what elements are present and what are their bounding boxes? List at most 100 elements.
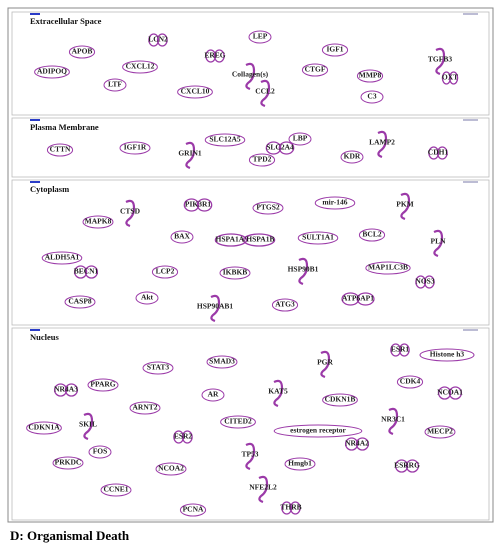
node-shape: [448, 71, 459, 85]
node-label: BAX: [174, 232, 190, 241]
node-label: LCP2: [156, 267, 175, 276]
node-shape: [356, 292, 375, 306]
node-label: IGF1: [326, 45, 343, 54]
node-shape: [204, 133, 246, 147]
node-label: ATP6AP1: [342, 294, 374, 303]
node-shape: [185, 141, 196, 170]
node-shape: [273, 379, 284, 408]
node-shape: [448, 386, 463, 400]
node-label: CDH1: [428, 148, 449, 157]
node-label: CDK4: [400, 377, 421, 386]
node-label: SLC12A5: [209, 135, 241, 144]
node-shape: [415, 275, 427, 289]
node-label: CDKN1B: [325, 395, 356, 404]
node-label: IGF1R: [124, 143, 147, 152]
node-shape: [46, 143, 74, 157]
node-label: CCL2: [255, 87, 275, 96]
node-shape: [344, 437, 359, 451]
node-shape: [142, 361, 174, 375]
node-label: MAP1LC3B: [368, 263, 408, 272]
node-label: PKM: [396, 200, 414, 209]
node-shape: [284, 457, 316, 471]
node-label: PCNA: [183, 505, 204, 514]
node-label: MMP8: [359, 71, 382, 80]
node-label: LBP: [293, 134, 308, 143]
node-shape: [100, 483, 132, 497]
node-shape: [129, 401, 161, 415]
node-shape: [219, 266, 251, 280]
node-label: AR: [208, 390, 219, 399]
node-shape: [398, 343, 410, 357]
node-label: ESR1: [391, 345, 410, 354]
node-shape: [179, 503, 207, 517]
node-label: IKBKB: [223, 268, 248, 277]
node-shape: [377, 130, 388, 159]
node-shape: [436, 146, 448, 160]
node-shape: [88, 445, 112, 459]
node-shape: [424, 425, 456, 439]
node-shape: [156, 33, 168, 47]
node-shape: [119, 141, 151, 155]
node-label: KAT5: [268, 387, 288, 396]
node-shape: [242, 233, 276, 247]
node-shape: [271, 298, 299, 312]
node-label: LCN2: [148, 35, 168, 44]
node-label: HSP90AB1: [197, 302, 234, 311]
node-label: STAT3: [147, 363, 169, 372]
node-shape: [170, 230, 194, 244]
node-shape: [394, 459, 409, 473]
node-label: HSPA1A/HSPA1B: [216, 235, 275, 244]
node-label: PIK3R1: [185, 200, 212, 209]
node-label: PRKDC: [55, 458, 82, 467]
node-label: PTGS2: [256, 203, 280, 212]
node-label: ATG3: [275, 300, 295, 309]
node-shape: [68, 45, 96, 59]
node-label: CXCL12: [126, 62, 155, 71]
node-label: CCNE1: [103, 485, 128, 494]
node-label: ALDH5A1: [45, 253, 80, 262]
node-label: mir-146: [322, 198, 347, 207]
node-shape: [103, 78, 127, 92]
node-shape: [281, 501, 293, 515]
node-shape: [301, 63, 329, 77]
section-box: [11, 179, 490, 326]
node-shape: [428, 146, 440, 160]
node-shape: [206, 355, 238, 369]
node-label: LEP: [253, 32, 268, 41]
node-shape: [214, 233, 248, 247]
node-label: NR4A2: [345, 439, 369, 448]
node-shape: [83, 412, 94, 441]
node-shape: [419, 348, 475, 362]
node-label: C3: [367, 92, 376, 101]
node-label: NOS3: [415, 277, 434, 286]
node-shape: [155, 462, 187, 476]
node-label: ESRRG: [394, 461, 420, 470]
node-label: KDR: [344, 152, 361, 161]
section-title: Plasma Membrane: [30, 122, 99, 132]
node-shape: [220, 415, 256, 429]
node-shape: [64, 295, 96, 309]
section-title: Cytoplasm: [30, 184, 69, 194]
node-label: SMAD3: [209, 357, 235, 366]
section-box: [11, 117, 490, 178]
node-shape: [84, 265, 99, 279]
node-label: TPD2: [253, 155, 272, 164]
node-shape: [213, 49, 225, 63]
node-label: NR4A3: [54, 385, 78, 394]
node-shape: [356, 69, 384, 83]
node-shape: [405, 459, 420, 473]
node-label: ARNT2: [132, 403, 157, 412]
node-shape: [245, 442, 256, 471]
node-label: NR3C1: [381, 415, 405, 424]
node-label: CXCL10: [181, 87, 210, 96]
node-shape: [122, 60, 158, 74]
node-shape: [288, 132, 312, 146]
node-shape: [297, 231, 339, 245]
node-label: ESR2: [174, 432, 193, 441]
node-label: TGFB3: [428, 55, 452, 64]
node-label: GRIN1: [178, 149, 202, 158]
node-shape: [441, 71, 452, 85]
node-label: BCL2: [362, 230, 381, 239]
node-label: MECP2: [427, 427, 453, 436]
node-shape: [173, 430, 185, 444]
